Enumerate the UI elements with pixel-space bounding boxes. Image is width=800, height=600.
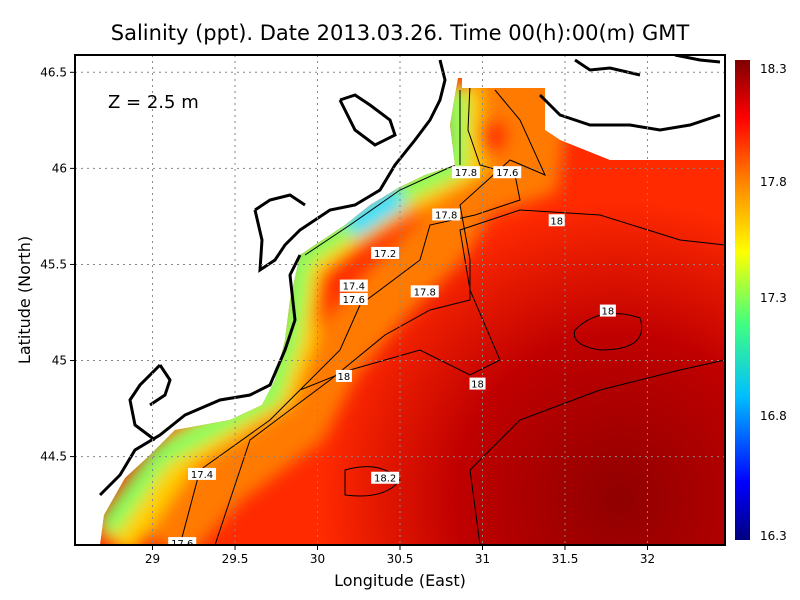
- x-tick-label: 31: [475, 552, 490, 566]
- contour-label-bg: [335, 369, 352, 382]
- contour-label: 17.8: [435, 210, 457, 221]
- contour-label: 18.2: [374, 474, 396, 485]
- colorbar: [735, 60, 750, 540]
- y-tick-label: 44.5: [40, 450, 67, 464]
- colorbar-label: 16.3: [760, 529, 787, 543]
- y-axis-label: Latitude (North): [15, 236, 34, 364]
- map-title: Salinity (ppt). Date 2013.03.26. Time 00…: [111, 21, 690, 45]
- contour-label: 17.4: [191, 470, 213, 481]
- colorbar-label: 17.3: [760, 291, 787, 305]
- salinity-field: 17.8 17.6 17.8 18 17.2 17.4 17.8 17.6 18 18 18 18.2…: [75, 55, 725, 550]
- colorbar-label: 17.8: [760, 175, 787, 189]
- x-tick-label: 31.5: [552, 552, 579, 566]
- colorbar-label: 18.3: [760, 62, 787, 76]
- axis-ticks: 29 29.5 30 30.5 31 31.5 32 44.5 45 45.5 46 46.5: [40, 65, 655, 566]
- contour-label-bg: [548, 214, 565, 227]
- contour-label: 18: [338, 372, 351, 383]
- contour-label: 17.8: [455, 168, 477, 179]
- y-tick-label: 46: [52, 161, 67, 175]
- contour-label-bg: [599, 304, 616, 317]
- contour-label-bg: [410, 285, 439, 298]
- x-tick-label: 29: [145, 552, 160, 566]
- x-tick-label: 32: [640, 552, 655, 566]
- contour-label-bg: [339, 293, 368, 306]
- contour-label: 17.4: [343, 282, 365, 293]
- contour-label-bg: [339, 279, 368, 292]
- contour-label-bg: [371, 471, 400, 484]
- y-tick-label: 45.5: [40, 257, 67, 271]
- contour-label-bg: [451, 166, 480, 179]
- contour-labels: 17.8 17.6 17.8 18 17.2 17.4 17.8 17.6 18 18 18 18.2…: [168, 166, 616, 550]
- x-tick-label: 29.5: [222, 552, 249, 566]
- contour-label-bg: [371, 246, 400, 259]
- contour-label: 18: [550, 216, 563, 227]
- contour-label-bg: [469, 377, 486, 390]
- contour-label-bg: [168, 537, 197, 545]
- x-tick-label: 30: [310, 552, 325, 566]
- colorbar-labels: 18.3 17.8 17.3 16.8 16.3: [760, 62, 787, 543]
- depth-annotation: Z = 2.5 m: [108, 92, 199, 113]
- contour-label: 18: [471, 380, 484, 391]
- contour-label-bg: [493, 166, 522, 179]
- x-axis-label: Longitude (East): [334, 571, 466, 590]
- colorbar-label: 16.8: [760, 409, 787, 423]
- contour-label: 17.6: [343, 295, 365, 306]
- grid-lines: [75, 55, 725, 545]
- contour-label: 18: [602, 307, 615, 318]
- contour-label-bg: [188, 467, 217, 480]
- contour-label: 17.8: [414, 287, 436, 298]
- y-tick-label: 45: [52, 354, 67, 368]
- y-tick-label: 46.5: [40, 65, 67, 79]
- contour-label: 17.6: [496, 168, 518, 179]
- contour-label-bg: [432, 208, 461, 221]
- x-tick-label: 30.5: [387, 552, 414, 566]
- contour-label: 17.6: [171, 539, 193, 550]
- contour-label: 17.2: [374, 249, 396, 260]
